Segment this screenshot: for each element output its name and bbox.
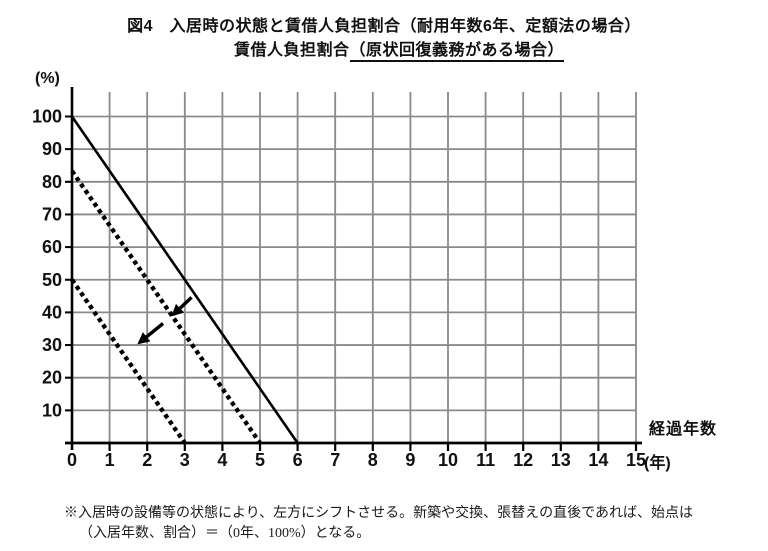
footnote-line1: ※入居時の設備等の状態により、左方にシフトさせる。新築や交換、張替えの直後であれ… — [64, 506, 694, 521]
x-tick-label: 1 — [105, 450, 115, 470]
x-tick-label: 13 — [551, 450, 571, 470]
y-tick-label: 100 — [32, 107, 62, 127]
figure-title-line2-underlined: （原状回復義務がある場合） — [349, 42, 565, 62]
y-tick-label: 60 — [42, 237, 62, 257]
shift-left-arrow — [137, 322, 165, 345]
y-tick-label: 50 — [42, 270, 62, 290]
x-tick-label: 10 — [438, 450, 458, 470]
dashed-series-line — [70, 278, 187, 445]
x-tick-label: 2 — [142, 450, 152, 470]
x-tick-label: 6 — [293, 450, 303, 470]
solid-series-line — [70, 115, 299, 444]
y-axis-unit-label: (%) — [35, 70, 60, 87]
x-tick-label: 4 — [217, 450, 227, 470]
x-tick-label: 12 — [513, 450, 533, 470]
x-tick-label: 11 — [476, 450, 495, 470]
figure-title-line2-plain: 賃借人負担割合 — [233, 42, 350, 59]
x-axis-title: 経過年数 — [649, 421, 718, 438]
y-tick-label: 20 — [42, 368, 62, 388]
x-tick-label: 3 — [180, 450, 190, 470]
x-tick-label: 9 — [405, 450, 415, 470]
x-tick-label: 8 — [368, 450, 378, 470]
x-tick-label: 5 — [255, 450, 265, 470]
y-tick-label: 30 — [42, 335, 62, 355]
footnote-line2: （入居年数、割合）＝（0年、100%）となる。 — [79, 525, 371, 541]
x-tick-label: 0 — [67, 450, 77, 470]
figure-title: 図4 入居時の状態と賃借人負担割合（耐用年数6年、定額法の場合） 賃借人負担割合… — [0, 16, 768, 62]
figure-title-line1: 図4 入居時の状態と賃借人負担割合（耐用年数6年、定額法の場合） — [127, 18, 641, 35]
y-tick-label: 80 — [42, 172, 62, 192]
y-tick-label: 10 — [42, 400, 62, 420]
x-tick-label: 7 — [330, 450, 340, 470]
footnote: ※入居時の設備等の状態により、左方にシフトさせる。新築や交換、張替えの直後であれ… — [64, 504, 754, 543]
x-tick-label: 15 — [626, 450, 646, 470]
figure-title-line2: 賃借人負担割合（原状回復義務がある場合） — [15, 40, 768, 62]
x-tick-label: 14 — [588, 450, 608, 470]
y-tick-label: 90 — [42, 139, 62, 159]
y-tick-label: 40 — [42, 302, 62, 322]
y-tick-label: 70 — [42, 204, 62, 224]
x-axis-unit-label: (年) — [644, 455, 671, 472]
dashed-series-line — [70, 169, 262, 445]
shift-left-arrow — [171, 296, 193, 317]
